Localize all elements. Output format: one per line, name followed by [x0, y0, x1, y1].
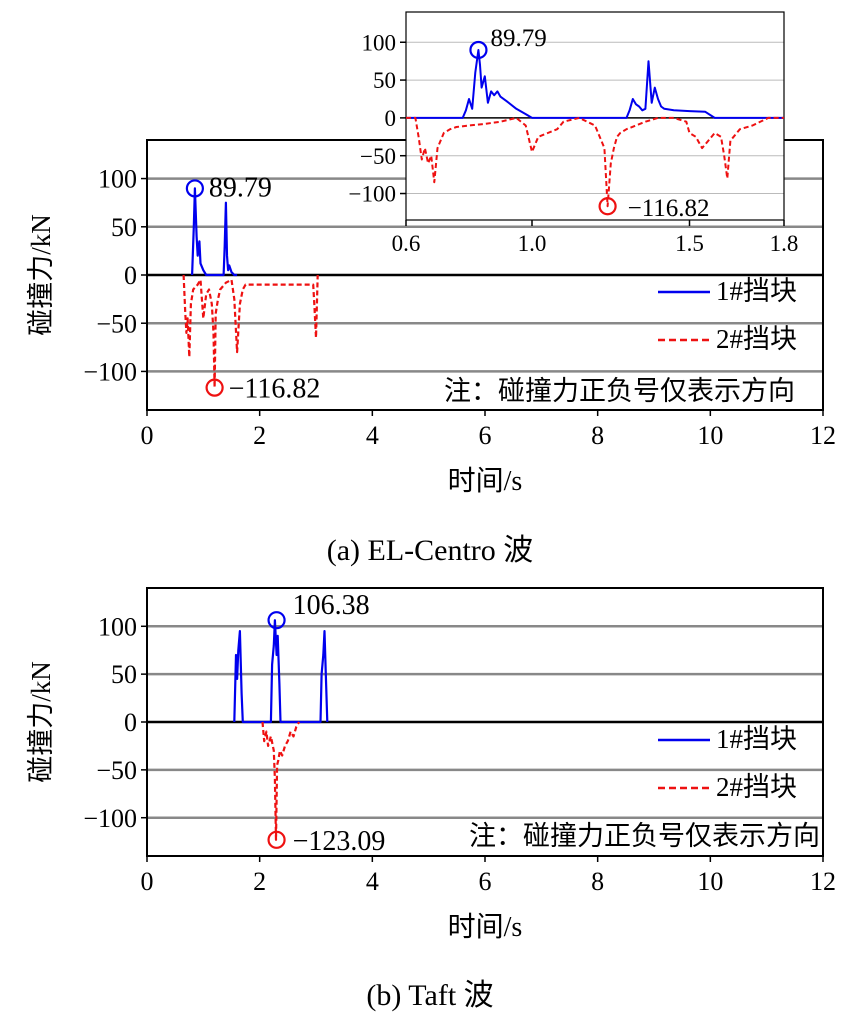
x-tick-label: 1.8 — [770, 231, 799, 256]
y-tick-label: −50 — [96, 309, 137, 338]
peak-marker — [267, 611, 286, 630]
direction-note: 注：碰撞力正负号仅表示方向 — [444, 376, 795, 406]
y-tick-label: 0 — [124, 261, 137, 290]
peak-marker — [267, 830, 286, 849]
x-tick-label: 0.6 — [392, 231, 421, 256]
legend-label: 2#挡块 — [716, 324, 797, 354]
x-tick-label: 12 — [810, 421, 836, 450]
y-tick-label: 50 — [111, 213, 137, 242]
y-tick-label: 100 — [362, 30, 397, 55]
x-tick-label: 10 — [697, 867, 723, 896]
inset-background — [406, 12, 784, 220]
x-tick-label: 1.0 — [518, 231, 547, 256]
peak-label: −123.09 — [293, 826, 386, 857]
peak-label: −116.82 — [229, 374, 321, 405]
taft-chart: −100 −50 0 50 100 0 2 4 6 8 10 12 106.38 −123.09 碰撞力/k… — [26, 587, 836, 943]
x-tick-label: 1.5 — [675, 231, 704, 256]
peak-marker — [598, 197, 617, 216]
x-tick-label: 4 — [366, 867, 379, 896]
peak-marker — [469, 40, 488, 60]
x-tick-label: 0 — [141, 421, 154, 450]
series-line-1 — [406, 49, 784, 119]
y-tick-label: 0 — [124, 708, 137, 737]
el-centro-inset-chart: −100 −50 0 50 100 0.6 1.0 1.5 1.8 89.79 −116.82 — [349, 11, 799, 256]
x-tick-label: 6 — [479, 421, 492, 450]
y-tick-label: 100 — [98, 165, 137, 194]
plot-frame — [405, 11, 785, 221]
series-line-2 — [182, 274, 319, 389]
x-tick-label: 8 — [591, 867, 604, 896]
legend-label: 1#挡块 — [716, 276, 797, 306]
x-tick-label: 4 — [366, 421, 379, 450]
series-line-1 — [233, 619, 329, 724]
y-axis-label: 碰撞力/kN — [26, 214, 56, 336]
series-line-2 — [406, 116, 784, 208]
caption-a: (a) EL-Centro 波 — [327, 534, 534, 567]
y-tick-label: −100 — [349, 182, 396, 207]
peak-label: 106.38 — [293, 590, 370, 621]
x-axis-label: 时间/s — [448, 911, 523, 943]
legend-label: 2#挡块 — [716, 772, 797, 802]
peak-label: 89.79 — [490, 25, 546, 52]
y-axis-label: 碰撞力/kN — [26, 661, 56, 783]
caption-b: (b) Taft 波 — [366, 979, 493, 1012]
peak-marker — [185, 179, 204, 198]
y-tick-label: 50 — [373, 68, 396, 93]
x-axis-label: 时间/s — [448, 465, 523, 497]
x-tick-label: 2 — [253, 867, 266, 896]
x-tick-label: 8 — [591, 421, 604, 450]
direction-note: 注：碰撞力正负号仅表示方向 — [469, 821, 820, 851]
y-tick-label: 0 — [385, 106, 397, 131]
el-centro-chart: −100 −50 0 50 100 0 2 4 6 8 10 12 89.79 −116.82 碰撞力/kN… — [26, 139, 836, 497]
y-tick-label: 50 — [111, 660, 137, 689]
peak-marker — [205, 378, 224, 397]
series-line-2 — [261, 721, 301, 841]
y-tick-label: −100 — [83, 804, 137, 833]
x-tick-label: 10 — [697, 421, 723, 450]
y-tick-label: −50 — [96, 756, 137, 785]
x-tick-label: 2 — [253, 421, 266, 450]
x-tick-label: 12 — [810, 867, 836, 896]
y-tick-label: 100 — [98, 612, 137, 641]
x-tick-label: 6 — [479, 867, 492, 896]
peak-label: −116.82 — [628, 195, 710, 222]
y-tick-label: −50 — [360, 144, 396, 169]
x-tick-label: 0 — [141, 867, 154, 896]
series-line-1 — [191, 187, 238, 277]
peak-label: 89.79 — [209, 172, 272, 203]
y-tick-label: −100 — [83, 358, 137, 387]
legend-label: 1#挡块 — [716, 724, 797, 754]
